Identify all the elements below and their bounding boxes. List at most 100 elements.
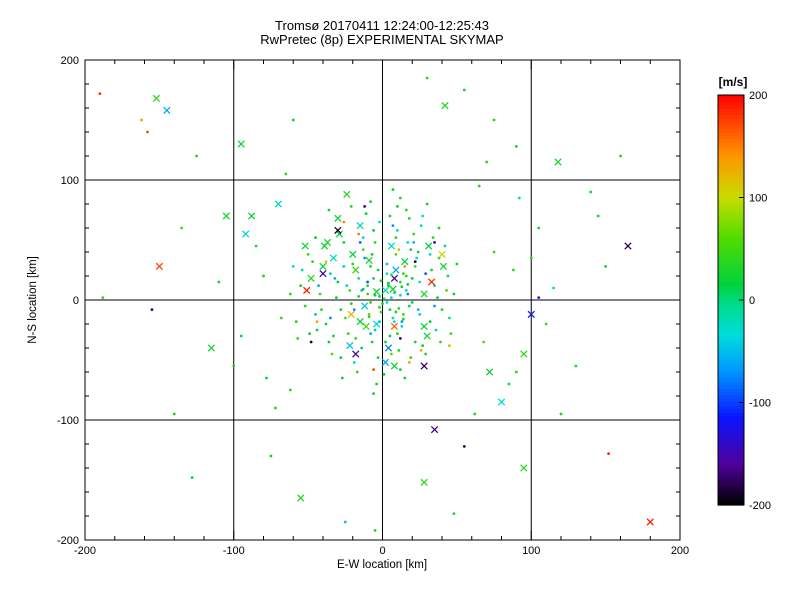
data-point-dot: [372, 368, 375, 371]
x-tick-label: -100: [223, 545, 245, 557]
data-point-cross: [427, 278, 436, 286]
data-point-dot: [372, 392, 375, 395]
data-point-dot: [393, 320, 396, 323]
data-point-dot: [406, 292, 410, 296]
data-point-cross: [274, 200, 283, 208]
data-point-dot: [394, 310, 398, 314]
data-point-cross: [356, 317, 364, 326]
data-point-dot: [306, 253, 310, 256]
colorbar-tick-label: 0: [749, 295, 755, 307]
colorbar-slice: [718, 433, 744, 438]
data-point-dot: [385, 301, 389, 304]
colorbar-slice: [718, 286, 744, 291]
data-point-dot: [232, 364, 236, 368]
data-point-cross: [347, 310, 355, 319]
data-point-cross: [390, 274, 399, 283]
colorbar-slice: [718, 265, 744, 270]
data-point-dot: [398, 337, 402, 340]
colorbar-tick-label: -100: [749, 398, 771, 410]
data-point-dot: [279, 316, 283, 320]
data-point-dot: [373, 529, 377, 532]
colorbar-slice: [718, 358, 744, 363]
colorbar-slice: [718, 443, 744, 448]
data-point-dot: [299, 284, 303, 287]
data-point-dot: [329, 272, 332, 275]
colorbar-slice: [718, 245, 744, 250]
data-point-dot: [379, 279, 383, 283]
colorbar-slice: [718, 320, 744, 325]
data-point-dot: [397, 248, 401, 252]
data-point-dot: [485, 160, 489, 164]
colorbar-slice: [718, 487, 744, 492]
colorbar-slice: [718, 416, 744, 421]
x-tick-label: -200: [74, 545, 96, 557]
data-point-cross: [520, 350, 528, 358]
data-point-dot: [329, 316, 332, 320]
data-point-cross: [362, 322, 370, 331]
colorbar-slice: [718, 310, 744, 315]
colorbar-slice: [718, 303, 744, 308]
colorbar-slice: [718, 371, 744, 376]
data-point-cross: [387, 242, 396, 250]
data-point-dot: [339, 308, 343, 311]
data-point-dot: [369, 301, 372, 304]
data-point-dot: [433, 304, 436, 308]
data-point-dot: [517, 196, 521, 200]
colorbar-slice: [718, 323, 744, 328]
colorbar-slice: [718, 187, 744, 192]
data-point-dot: [387, 281, 390, 285]
data-point-cross: [241, 230, 250, 238]
data-point-cross: [163, 106, 171, 115]
data-point-cross: [497, 398, 506, 406]
data-point-dot: [437, 226, 441, 230]
colorbar-slice: [718, 344, 744, 349]
data-point-dot: [334, 296, 338, 299]
data-point-dot: [395, 205, 399, 208]
colorbar-slice: [718, 139, 744, 144]
data-point-dot: [357, 232, 361, 236]
data-point-cross: [424, 242, 433, 250]
colorbar-slice: [718, 412, 744, 417]
colorbar-slice: [718, 118, 744, 123]
data-point-dot: [369, 332, 372, 335]
data-point-dot: [355, 370, 359, 374]
data-point-dot: [425, 76, 429, 80]
data-point-dot: [327, 208, 331, 212]
colorbar-slice: [718, 101, 744, 106]
data-point-dot: [366, 280, 370, 284]
data-point-dot: [395, 229, 399, 232]
data-point-dot: [369, 265, 372, 268]
data-point-dot: [357, 277, 361, 280]
data-point-dot: [367, 315, 371, 319]
data-point-dot: [436, 296, 439, 299]
data-point-dot: [462, 88, 466, 92]
data-point-dot: [239, 334, 243, 338]
data-point-dot: [419, 349, 423, 352]
data-point-dot: [352, 361, 356, 364]
data-point-cross: [527, 310, 535, 319]
data-point-dot: [369, 200, 372, 204]
data-point-cross: [401, 257, 409, 266]
data-point-cross: [520, 464, 528, 472]
colorbar-slice: [718, 112, 744, 117]
data-point-dot: [401, 313, 405, 316]
data-point-dot: [400, 285, 404, 289]
colorbar-slice: [718, 241, 744, 246]
data-point-dot: [514, 145, 518, 148]
colorbar-tick-label: 100: [749, 193, 767, 205]
data-point-dot: [361, 236, 365, 240]
data-point-dot: [291, 265, 295, 268]
data-point-dot: [388, 334, 392, 338]
colorbar-slice: [718, 146, 744, 151]
data-point-cross: [554, 158, 562, 166]
data-point-cross: [390, 322, 399, 331]
colorbar-slice: [718, 484, 744, 489]
colorbar-slice: [718, 221, 744, 226]
colorbar-slice: [718, 477, 744, 482]
data-point-dot: [449, 332, 453, 335]
data-point-dot: [376, 268, 380, 272]
scatter-points: [98, 76, 654, 532]
data-point-dot: [407, 304, 411, 308]
data-point-dot: [407, 217, 411, 220]
data-point-dot: [98, 92, 102, 95]
